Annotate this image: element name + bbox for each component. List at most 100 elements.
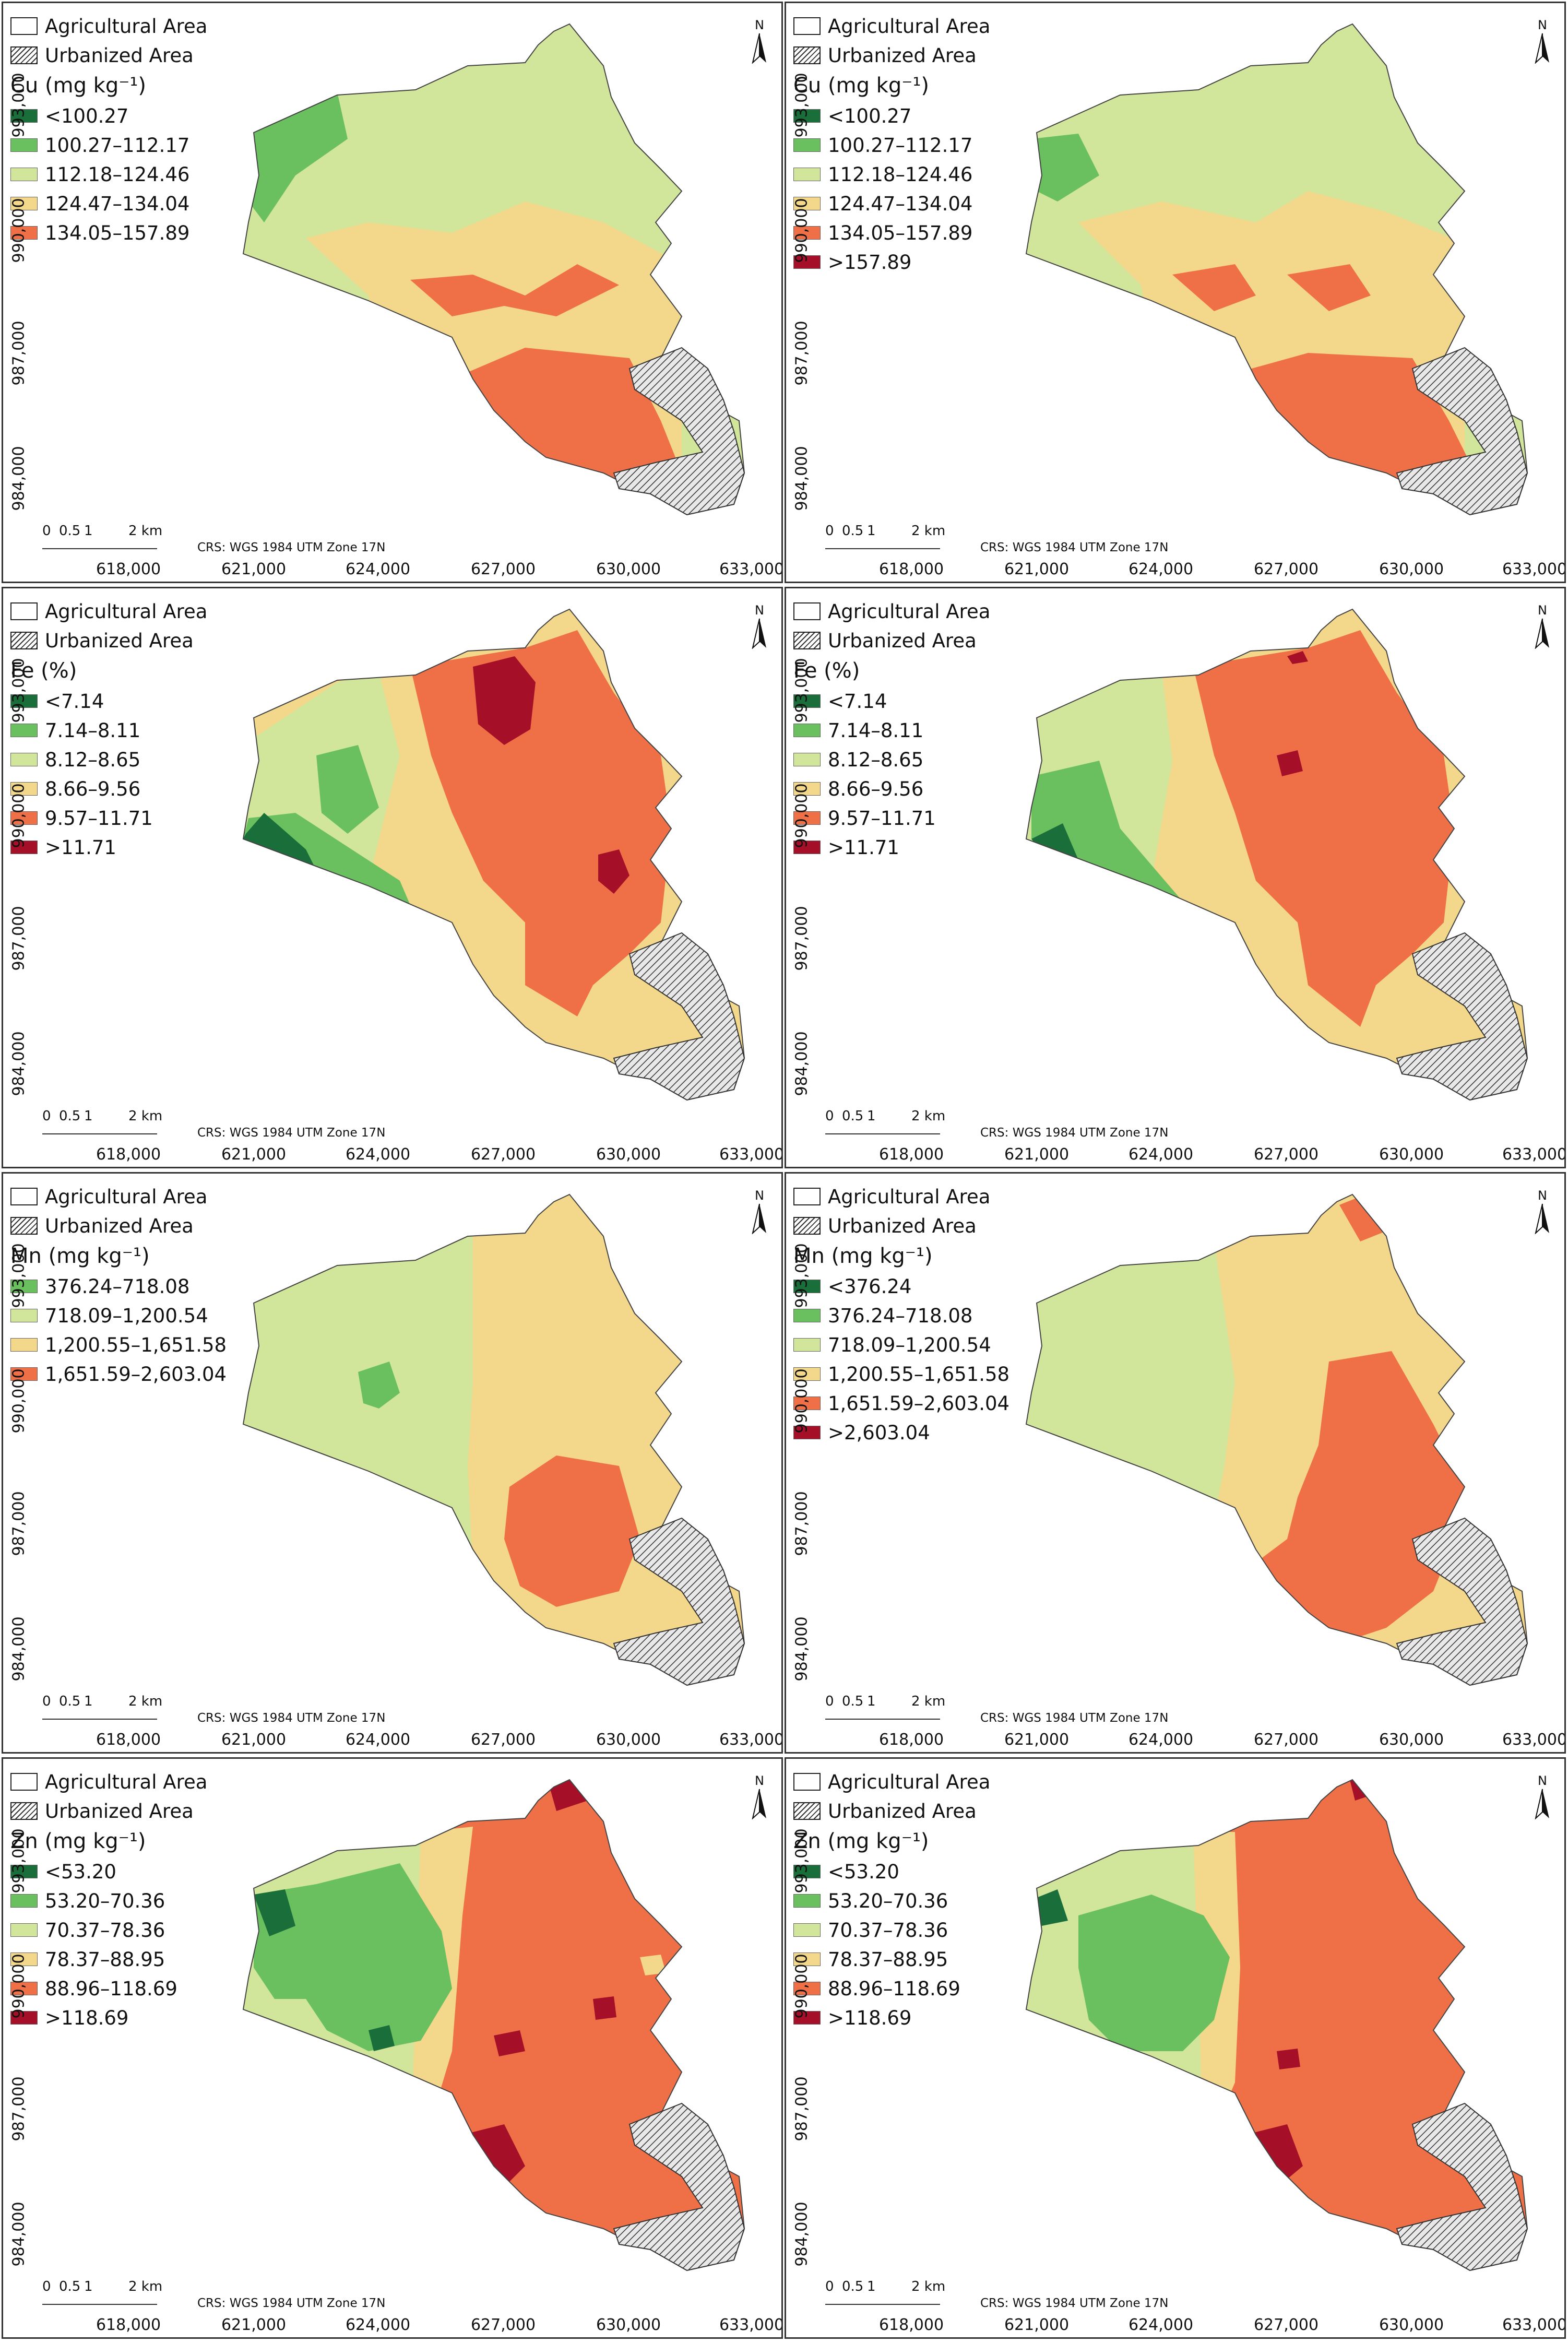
scale-label: 0.5 (59, 1694, 81, 1709)
y-tick-label: 987,000 (792, 906, 811, 971)
y-tick-label: 993,000 (792, 658, 811, 723)
x-tick-label: 633,000 (1502, 2316, 1566, 2334)
class-swatch (10, 1953, 38, 1966)
y-tick-label: 984,000 (792, 1031, 811, 1096)
map-canvas (242, 1779, 745, 2271)
class-swatch (793, 1923, 821, 1937)
urbanized-area (613, 932, 745, 1101)
class-label: 376.24–718.08 (45, 1275, 190, 1298)
class-swatch (793, 1338, 821, 1352)
legend-class: <100.27 (10, 101, 207, 131)
legend-class: 100.27–112.17 (793, 131, 990, 160)
x-tick-label: 624,000 (345, 2316, 411, 2334)
legend-class: >2,603.04 (793, 1418, 1009, 1447)
x-tick-label: 633,000 (719, 1731, 783, 1749)
x-tick-label: 630,000 (596, 2316, 661, 2334)
class-zone (593, 1996, 616, 2020)
class-label: 8.12–8.65 (828, 748, 924, 771)
class-swatch (10, 782, 38, 796)
class-swatch (793, 226, 821, 240)
x-tick-label: 621,000 (221, 560, 287, 578)
legend-class: 8.66–9.56 (793, 774, 990, 803)
legend-class: 124.47–134.04 (10, 189, 207, 218)
class-swatch (10, 1280, 38, 1293)
legend-class: 70.37–78.36 (10, 1915, 207, 1945)
legend-class: 1,651.59–2,603.04 (793, 1389, 1009, 1418)
legend-title: Zn (mg kg⁻¹) (10, 1829, 146, 1853)
x-tick-label: 630,000 (596, 1731, 661, 1749)
y-tick-label: 990,000 (3, 783, 34, 848)
legend-class: <53.20 (10, 1857, 207, 1886)
y-tick-label: 987,000 (9, 1491, 28, 1556)
class-label: 112.18–124.46 (45, 163, 190, 186)
class-swatch (10, 1309, 38, 1322)
legend-urbanized-label: Urbanized Area (828, 629, 977, 652)
x-tick-label: 624,000 (345, 1731, 411, 1749)
class-label: 53.20–70.36 (45, 1889, 165, 1912)
scale-bar: 0 0.5 1 2 km (825, 1108, 945, 1140)
class-label: 124.47–134.04 (828, 192, 973, 215)
map-legend: Agricultural Area Urbanized Area Mn (mg kg… (10, 1182, 227, 1389)
class-swatch (793, 694, 821, 708)
x-tick-label: 621,000 (221, 1731, 287, 1749)
legend-class: 9.57–11.71 (10, 803, 207, 833)
y-tick-label: 984,000 (9, 2202, 28, 2267)
class-swatch (10, 694, 38, 708)
legend-class: <7.14 (10, 687, 207, 716)
class-swatch (793, 841, 821, 854)
crs-label: CRS: WGS 1984 UTM Zone 17N (980, 1711, 1169, 1725)
scale-label: 1 (84, 2279, 93, 2294)
legend-class: >157.89 (793, 247, 990, 277)
scale-label: 2 km (128, 1108, 163, 1124)
legend-class: 100.27–112.17 (10, 131, 207, 160)
legend-urbanized-label: Urbanized Area (45, 1214, 194, 1237)
map-panel: Agricultural Area Urbanized Area Cu (mg kg… (785, 2, 1566, 583)
map-canvas (242, 608, 745, 1101)
scale-label: 0 (825, 523, 834, 539)
crs-label: CRS: WGS 1984 UTM Zone 17N (980, 2297, 1169, 2310)
class-zone (473, 656, 536, 745)
class-label: 376.24–718.08 (828, 1304, 973, 1327)
legend-class: 376.24–718.08 (793, 1301, 1009, 1330)
legend-class: 9.57–11.71 (793, 803, 990, 833)
x-tick-label: 627,000 (1253, 560, 1319, 578)
legend-agricultural-label: Agricultural Area (828, 1770, 991, 1793)
agricultural-swatch (10, 17, 38, 35)
class-label: <7.14 (828, 690, 887, 713)
class-label: 70.37–78.36 (828, 1919, 948, 1942)
legend-class: 8.12–8.65 (793, 745, 990, 774)
scale-label: 1 (84, 523, 93, 539)
class-swatch (793, 168, 821, 181)
class-label: 70.37–78.36 (45, 1919, 165, 1942)
class-label: 134.05–157.89 (45, 221, 190, 244)
urbanized-area (613, 1517, 745, 1686)
y-tick-label: 987,000 (9, 2076, 28, 2141)
class-label: 78.37–88.95 (45, 1948, 165, 1971)
scale-label: 0 (825, 1108, 834, 1124)
scale-label: 0 (825, 2279, 834, 2294)
scale-label: 0 (42, 523, 51, 539)
map-legend: Agricultural Area Urbanized Area Fe (%) <7.… (10, 597, 207, 862)
class-label: 7.14–8.11 (45, 719, 141, 742)
legend-title: Mn (mg kg⁻¹) (10, 1244, 150, 1268)
class-zone (1172, 264, 1256, 311)
class-swatch (10, 197, 38, 210)
legend-class: 8.12–8.65 (10, 745, 207, 774)
urbanized-swatch (10, 1217, 38, 1235)
agricultural-swatch (793, 602, 821, 620)
crs-label: CRS: WGS 1984 UTM Zone 17N (980, 541, 1169, 554)
scale-bar: 0 0.5 1 2 km (825, 2279, 945, 2310)
class-label: <100.27 (828, 104, 912, 127)
map-canvas (1025, 23, 1528, 516)
legend-agricultural-label: Agricultural Area (828, 600, 991, 623)
class-label: >157.89 (828, 251, 912, 274)
class-zone (1193, 630, 1454, 1027)
crs-label: CRS: WGS 1984 UTM Zone 17N (980, 1126, 1169, 1140)
urbanized-area (1396, 932, 1528, 1101)
class-swatch (793, 2011, 821, 2025)
class-zone (1339, 1194, 1386, 1241)
agricultural-swatch (793, 1773, 821, 1791)
legend-class: <7.14 (793, 687, 990, 716)
y-tick-label: 987,000 (9, 906, 28, 971)
y-tick-label: 990,000 (9, 1368, 28, 1434)
